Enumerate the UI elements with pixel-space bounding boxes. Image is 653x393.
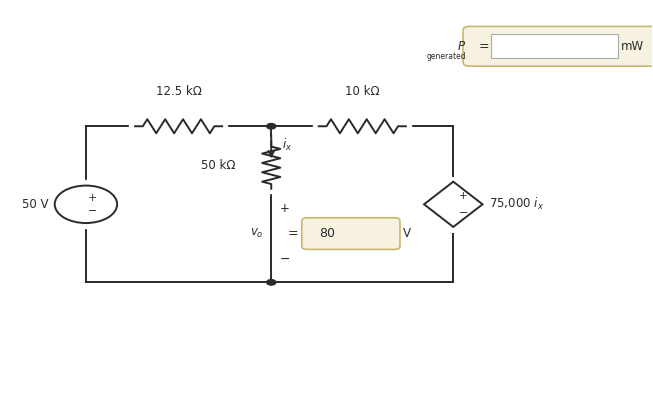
Text: −: −: [458, 208, 468, 218]
Circle shape: [266, 123, 276, 129]
Text: $i_x$: $i_x$: [281, 137, 292, 153]
Text: −: −: [88, 206, 97, 215]
Text: +: +: [88, 193, 97, 203]
Circle shape: [55, 185, 117, 223]
Text: V: V: [403, 227, 411, 240]
FancyBboxPatch shape: [302, 218, 400, 250]
Text: +: +: [458, 191, 467, 201]
Text: 50 V: 50 V: [22, 198, 48, 211]
Text: $v_o$: $v_o$: [250, 227, 263, 240]
Text: =: =: [479, 40, 489, 53]
Text: =: =: [287, 227, 298, 240]
Text: 50 kΩ: 50 kΩ: [201, 159, 236, 172]
Text: 10 kΩ: 10 kΩ: [345, 85, 379, 98]
Text: 80: 80: [319, 227, 335, 240]
Text: generated: generated: [426, 51, 466, 61]
FancyBboxPatch shape: [463, 26, 653, 66]
Text: mW: mW: [621, 40, 644, 53]
Text: −: −: [279, 252, 290, 265]
Text: 75,000 $i_x$: 75,000 $i_x$: [489, 196, 544, 212]
Text: $P$: $P$: [457, 40, 466, 53]
Text: 12.5 kΩ: 12.5 kΩ: [155, 85, 202, 98]
Circle shape: [266, 279, 276, 285]
FancyBboxPatch shape: [491, 34, 618, 59]
Polygon shape: [424, 182, 483, 227]
Text: +: +: [279, 202, 289, 215]
